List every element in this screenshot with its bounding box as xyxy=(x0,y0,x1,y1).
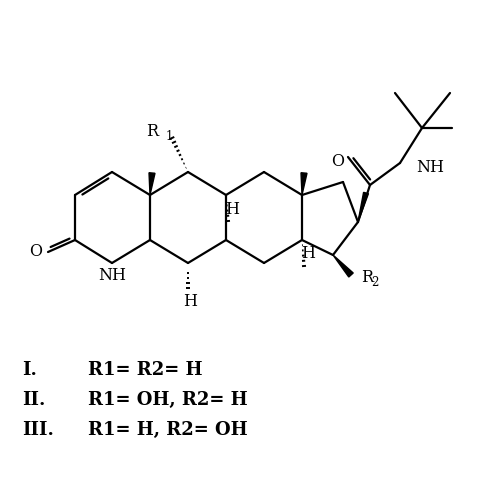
Text: R1= R2= H: R1= R2= H xyxy=(88,361,202,379)
Text: I.: I. xyxy=(22,361,37,379)
Text: R1= OH, R2= H: R1= OH, R2= H xyxy=(88,391,248,409)
Polygon shape xyxy=(301,173,307,195)
Text: NH: NH xyxy=(416,160,444,177)
Text: H: H xyxy=(301,246,315,262)
Text: 2: 2 xyxy=(371,275,378,289)
Text: III.: III. xyxy=(22,421,54,439)
Polygon shape xyxy=(358,192,368,222)
Polygon shape xyxy=(333,255,353,277)
Text: O: O xyxy=(332,152,344,170)
Text: R: R xyxy=(361,268,373,286)
Text: II.: II. xyxy=(22,391,46,409)
Text: O: O xyxy=(30,244,43,260)
Text: 1: 1 xyxy=(166,129,173,142)
Polygon shape xyxy=(149,173,155,195)
Text: H: H xyxy=(183,293,197,310)
Text: R1= H, R2= OH: R1= H, R2= OH xyxy=(88,421,248,439)
Text: R: R xyxy=(146,124,158,140)
Text: NH: NH xyxy=(98,266,126,284)
Text: H: H xyxy=(225,200,239,218)
